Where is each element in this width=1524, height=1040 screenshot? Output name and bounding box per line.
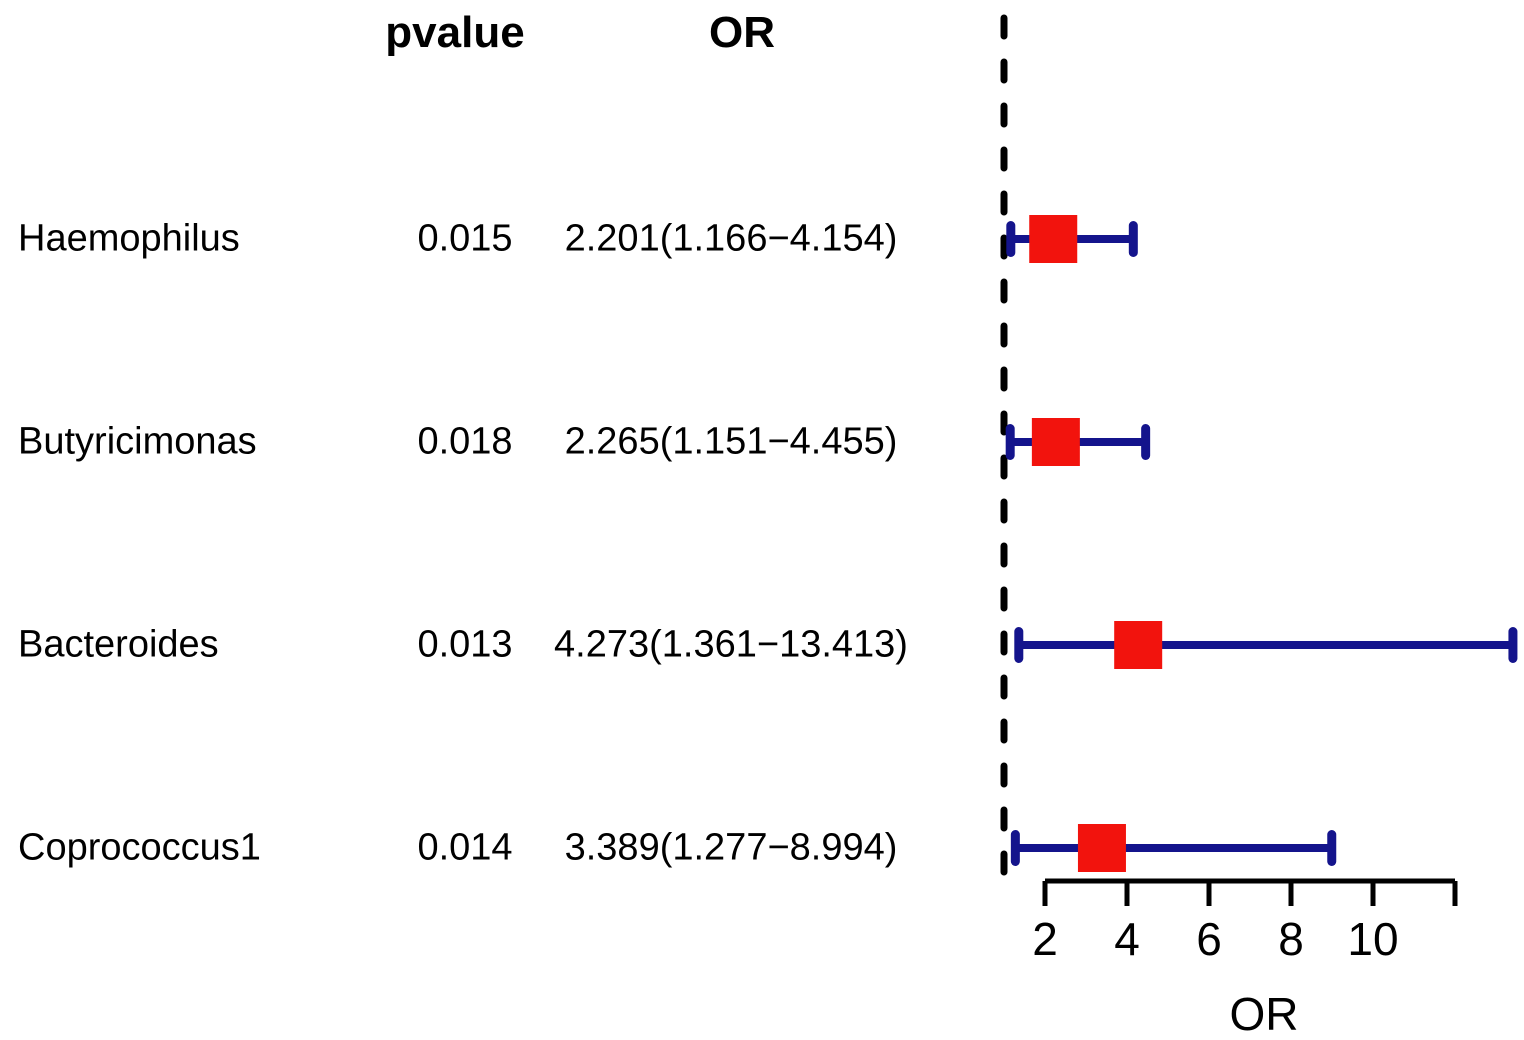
ci-cap-left — [1010, 830, 1020, 866]
effect-box — [1114, 621, 1163, 669]
row-label: Haemophilus — [18, 217, 240, 260]
effect-box — [1031, 418, 1080, 466]
ci-cap-right — [1508, 627, 1518, 663]
row-or-ci-value: 3.389(1.277−8.994) — [564, 826, 898, 869]
ci-cap-left — [1014, 627, 1024, 663]
ci-cap-right — [1128, 221, 1138, 257]
effect-box — [1029, 215, 1078, 263]
x-tick-label: 2 — [1032, 913, 1058, 965]
row-label: Bacteroides — [18, 623, 219, 666]
row-pvalue-value: 0.014 — [417, 826, 513, 869]
row-pvalue-value: 0.018 — [417, 420, 513, 463]
x-tick-label: 4 — [1114, 913, 1140, 965]
x-tick-label: 8 — [1278, 913, 1304, 965]
row-pvalue-value: 0.015 — [417, 217, 513, 260]
effect-box — [1077, 824, 1126, 872]
row-or-ci-value: 4.273(1.361−13.413) — [554, 623, 908, 666]
column-header-pvalue: pvalue — [385, 8, 525, 57]
row-label: Coprococcus1 — [18, 826, 261, 869]
ci-cap-left — [1005, 424, 1015, 460]
row-or-ci-value: 2.265(1.151−4.455) — [564, 420, 898, 463]
row-pvalue-value: 0.013 — [417, 623, 513, 666]
x-axis-title: OR — [1230, 988, 1299, 1040]
row-or-ci-value: 2.201(1.166−4.154) — [564, 217, 898, 260]
ci-cap-left — [1006, 221, 1016, 257]
column-header-or: OR — [709, 8, 775, 57]
x-tick-label: 10 — [1347, 913, 1398, 965]
ci-cap-right — [1327, 830, 1337, 866]
row-label: Butyricimonas — [18, 420, 257, 463]
x-tick-label: 6 — [1196, 913, 1222, 965]
ci-cap-right — [1141, 424, 1151, 460]
